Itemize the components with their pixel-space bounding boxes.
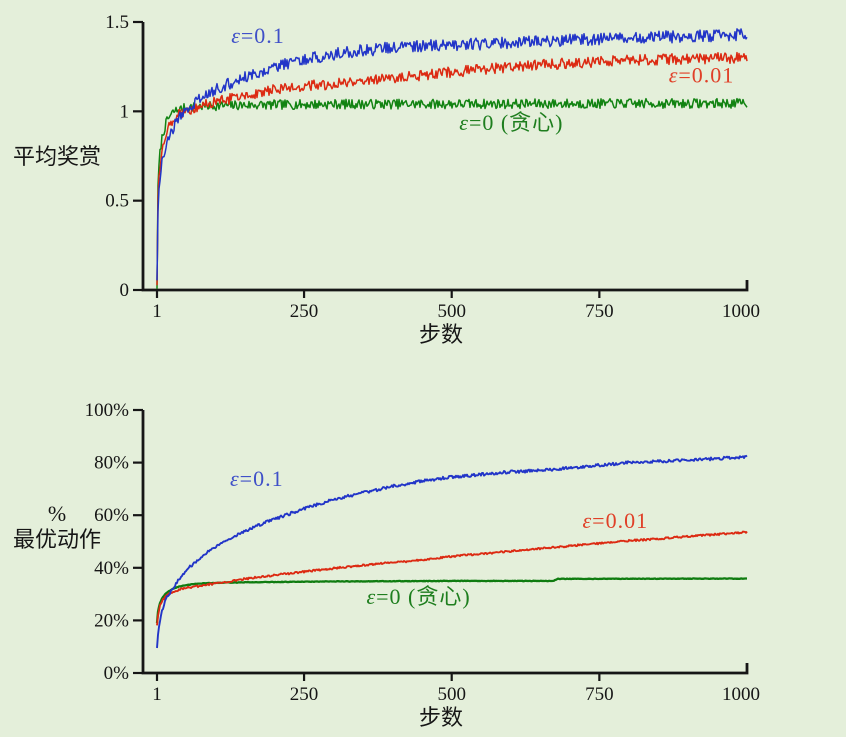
reward-y-axis-label: 平均奖赏 bbox=[5, 144, 109, 170]
curve-label-1: ε=0.01 bbox=[583, 508, 649, 533]
series-curve-2 bbox=[156, 454, 748, 649]
optimal-action-plot: 0% 20% 40% 60% 80% 100% 1 250 500 750 1000 ε=0.1 ε=0… bbox=[85, 400, 760, 705]
x-tick-label: 1 bbox=[152, 301, 162, 322]
y-tick-label: 1 bbox=[120, 101, 130, 122]
optimal-x-axis-label-text: 步数 bbox=[418, 705, 463, 730]
curve-label-2: ε=0 (贪心) bbox=[459, 110, 563, 135]
x-tick-label: 1000 bbox=[722, 684, 760, 705]
x-tick-label: 1 bbox=[152, 684, 162, 705]
x-tick-label: 750 bbox=[585, 684, 614, 705]
reward-y-axis-label-text: 平均奖赏 bbox=[12, 144, 101, 169]
y-tick-label: 80% bbox=[94, 453, 129, 474]
series-curve-1 bbox=[156, 51, 748, 286]
average-reward-plot: 0 0.5 1 1.5 1 250 500 750 1000 ε=0.1 ε=0.01 ε=0 (贪心… bbox=[105, 12, 760, 322]
curve-label-1: ε=0.01 bbox=[669, 63, 735, 88]
reward-x-axis-label-text: 步数 bbox=[418, 322, 463, 347]
x-tick-label: 500 bbox=[437, 684, 466, 705]
y-tick-label: 40% bbox=[94, 558, 129, 579]
x-tick-label: 250 bbox=[290, 301, 319, 322]
x-tick-label: 1000 bbox=[722, 301, 760, 322]
x-tick-label: 500 bbox=[437, 301, 466, 322]
x-tick-label: 250 bbox=[290, 684, 319, 705]
x-tick-label: 750 bbox=[585, 301, 614, 322]
axis-spine bbox=[141, 22, 749, 292]
optimal-y-axis-label: % 最优动作 bbox=[5, 501, 109, 553]
y-tick-label: 0.5 bbox=[105, 191, 129, 212]
optimal-y-axis-label-line1: % bbox=[47, 501, 67, 526]
y-tick-label: 1.5 bbox=[105, 12, 129, 33]
series-curve-0 bbox=[156, 97, 748, 289]
y-tick-label: 60% bbox=[94, 505, 129, 526]
y-tick-label: 100% bbox=[85, 400, 130, 421]
series-curve-1 bbox=[156, 530, 748, 626]
series-curve-2 bbox=[156, 28, 748, 281]
optimal-y-axis-label-line2: 最优动作 bbox=[12, 527, 101, 552]
curve-label-0: ε=0.1 bbox=[231, 23, 285, 48]
y-tick-label: 0% bbox=[104, 663, 130, 684]
y-tick-label: 20% bbox=[94, 610, 129, 631]
reward-x-axis-label: 步数 bbox=[391, 322, 491, 348]
curve-label-2: ε=0 (贪心) bbox=[366, 584, 470, 609]
axis-spine bbox=[141, 410, 749, 675]
y-tick-label: 0 bbox=[120, 280, 130, 301]
series-curve-0 bbox=[155, 577, 748, 624]
curve-label-0: ε=0.1 bbox=[230, 466, 284, 491]
optimal-x-axis-label: 步数 bbox=[391, 705, 491, 731]
